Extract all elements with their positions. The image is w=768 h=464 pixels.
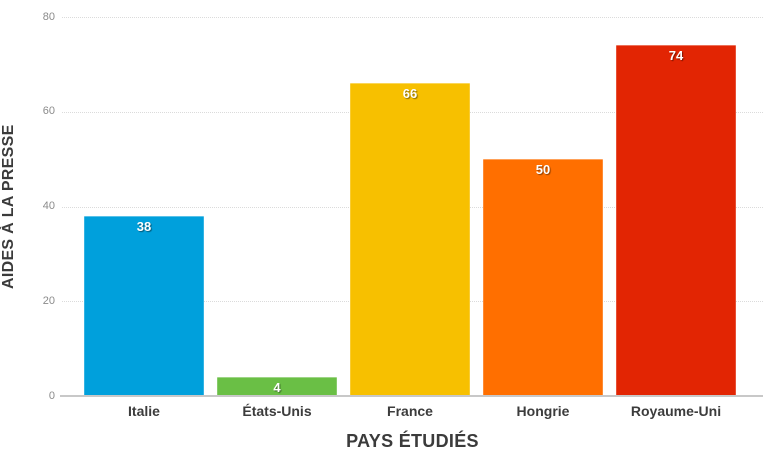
x-axis-title: PAYS ÉTUDIÉS xyxy=(346,431,479,451)
x-tick-label-etats-unis: États-Unis xyxy=(242,403,312,419)
bar-value-label-italie: 38 xyxy=(136,218,152,234)
x-tick-label-italie: Italie xyxy=(128,403,160,419)
y-tick-label-60: 60 xyxy=(42,105,55,118)
y-tick-label-0: 0 xyxy=(48,389,55,402)
y-tick-label-20: 20 xyxy=(42,294,55,307)
bar-value-label-france: 66 xyxy=(402,86,418,102)
bar-royaume-uni[interactable] xyxy=(616,45,736,395)
bar-value-label-etats-unis: 4 xyxy=(273,380,281,396)
bar-italie[interactable] xyxy=(84,215,204,395)
y-tick-label-40: 40 xyxy=(42,200,55,212)
bar-value-label-royaume-uni: 74 xyxy=(668,48,684,64)
bar-value-label-hongrie: 50 xyxy=(535,162,551,178)
gridline-80 xyxy=(62,17,763,18)
bar-etats-unis[interactable] xyxy=(217,377,337,395)
y-tick-label-80: 80 xyxy=(42,10,55,23)
x-tick-label-hongrie: Hongrie xyxy=(516,403,570,419)
x-tick-label-royaume-uni: Royaume-Uni xyxy=(630,403,722,419)
x-axis-baseline xyxy=(60,395,763,397)
bar-france[interactable] xyxy=(350,83,470,395)
x-tick-label-france: France xyxy=(387,403,433,419)
bar-hongrie[interactable] xyxy=(483,159,603,395)
